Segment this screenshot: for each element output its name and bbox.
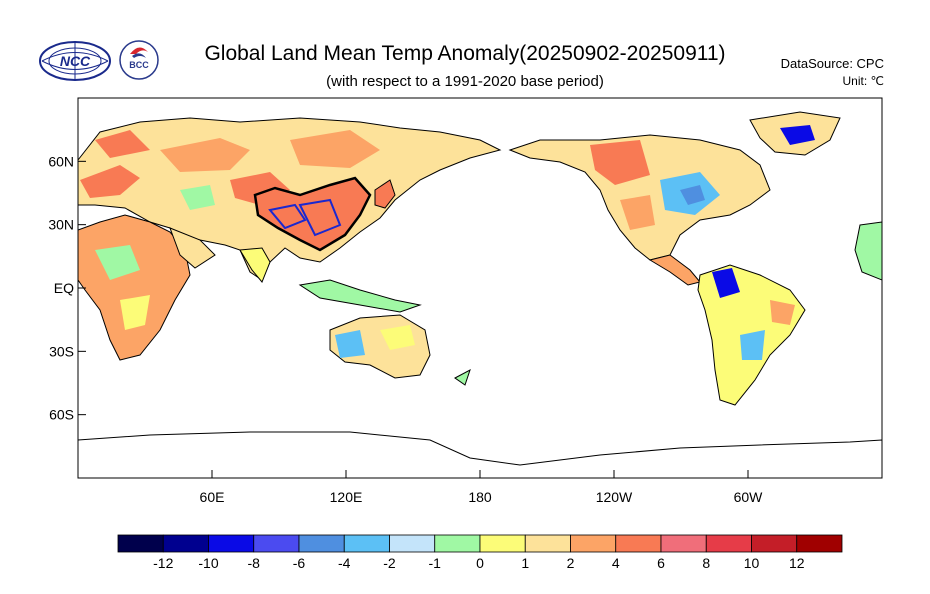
lon-tick-label: 60W <box>734 489 764 505</box>
lon-tick-label: 60E <box>200 489 225 505</box>
land-india <box>239 247 271 283</box>
lat-tick-label: 30S <box>49 343 74 359</box>
land-new-zealand <box>454 368 471 386</box>
longitude-axis: 60E 120E 180 120W 60W <box>200 470 764 505</box>
lon-tick-label: 120E <box>330 489 363 505</box>
land-japan <box>374 179 396 209</box>
china-border <box>253 176 372 252</box>
lat-tick-label: 60N <box>48 153 74 169</box>
land-indonesia <box>298 279 422 313</box>
lon-tick-label: 180 <box>468 489 492 505</box>
lat-tick-label: 30N <box>48 217 74 233</box>
land-masses <box>78 111 882 478</box>
bcc-logo-text: BCC <box>129 60 149 70</box>
lon-tick-label: 120W <box>596 489 633 505</box>
land-antarctica <box>78 431 882 478</box>
ncc-logo-text: NCC <box>60 53 91 69</box>
map-subtitle: (with respect to a 1991-2020 base period… <box>326 73 604 90</box>
map-title: Global Land Mean Temp Anomaly(20250902-2… <box>204 42 726 65</box>
latitude-axis: 60N 30N EQ 30S 60S <box>48 153 86 423</box>
ncc-logo: NCC <box>39 41 111 81</box>
land-africa-east-edge <box>854 221 882 281</box>
lat-tick-label: EQ <box>54 280 74 296</box>
data-source-label: DataSource: CPC <box>780 56 884 71</box>
lat-tick-label: 60S <box>49 407 74 423</box>
unit-label: Unit: ℃ <box>842 74 884 88</box>
land-arabia <box>169 227 216 269</box>
bcc-logo: BCC <box>119 40 159 80</box>
